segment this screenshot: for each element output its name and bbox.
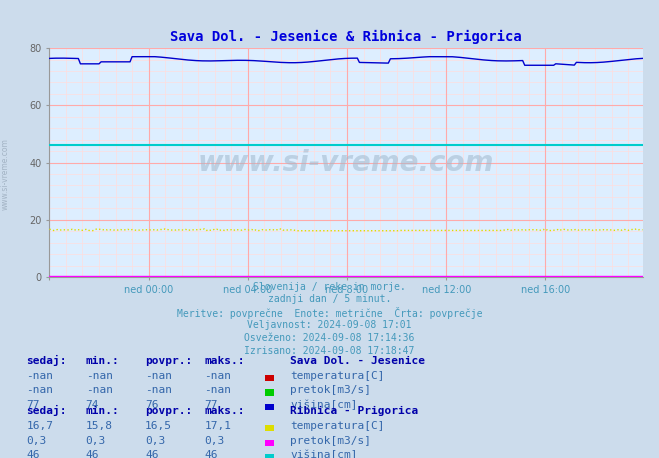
Text: -nan: -nan: [86, 386, 113, 395]
Text: pretok[m3/s]: pretok[m3/s]: [290, 386, 371, 395]
Text: www.si-vreme.com: www.si-vreme.com: [1, 138, 10, 210]
Text: -nan: -nan: [145, 371, 172, 381]
Text: 0,3: 0,3: [145, 436, 165, 446]
Text: 46: 46: [204, 451, 217, 458]
Text: 0,3: 0,3: [26, 436, 47, 446]
Text: višina[cm]: višina[cm]: [290, 400, 357, 410]
Text: sedaj:: sedaj:: [26, 405, 67, 416]
Text: pretok[m3/s]: pretok[m3/s]: [290, 436, 371, 446]
Title: Sava Dol. - Jesenice & Ribnica - Prigorica: Sava Dol. - Jesenice & Ribnica - Prigori…: [170, 30, 522, 44]
Text: Izrisano: 2024-09-08 17:18:47: Izrisano: 2024-09-08 17:18:47: [244, 346, 415, 356]
Text: Slovenija / reke in morje.: Slovenija / reke in morje.: [253, 282, 406, 292]
Text: Meritve: povprečne  Enote: metrične  Črta: povprečje: Meritve: povprečne Enote: metrične Črta:…: [177, 307, 482, 319]
Text: maks.:: maks.:: [204, 356, 244, 366]
Text: www.si-vreme.com: www.si-vreme.com: [198, 148, 494, 177]
Text: Sava Dol. - Jesenice: Sava Dol. - Jesenice: [290, 356, 425, 366]
Text: 0,3: 0,3: [204, 436, 225, 446]
Text: Veljavnost: 2024-09-08 17:01: Veljavnost: 2024-09-08 17:01: [247, 320, 412, 330]
Text: 77: 77: [204, 400, 217, 410]
Text: min.:: min.:: [86, 356, 119, 366]
Text: -nan: -nan: [26, 371, 53, 381]
Text: višina[cm]: višina[cm]: [290, 450, 357, 458]
Text: 46: 46: [145, 451, 158, 458]
Text: zadnji dan / 5 minut.: zadnji dan / 5 minut.: [268, 294, 391, 305]
Text: min.:: min.:: [86, 407, 119, 416]
Text: 16,7: 16,7: [26, 421, 53, 431]
Text: temperatura[C]: temperatura[C]: [290, 371, 384, 381]
Text: -nan: -nan: [86, 371, 113, 381]
Text: povpr.:: povpr.:: [145, 356, 192, 366]
Text: 46: 46: [26, 451, 40, 458]
Text: maks.:: maks.:: [204, 407, 244, 416]
Text: -nan: -nan: [204, 371, 231, 381]
Text: -nan: -nan: [26, 386, 53, 395]
Text: -nan: -nan: [204, 386, 231, 395]
Text: povpr.:: povpr.:: [145, 407, 192, 416]
Text: 15,8: 15,8: [86, 421, 113, 431]
Text: -nan: -nan: [145, 386, 172, 395]
Text: 0,3: 0,3: [86, 436, 106, 446]
Text: sedaj:: sedaj:: [26, 355, 67, 366]
Text: 77: 77: [26, 400, 40, 410]
Text: Osveženo: 2024-09-08 17:14:36: Osveženo: 2024-09-08 17:14:36: [244, 333, 415, 343]
Text: 16,5: 16,5: [145, 421, 172, 431]
Text: 17,1: 17,1: [204, 421, 231, 431]
Text: 46: 46: [86, 451, 99, 458]
Text: Ribnica - Prigorica: Ribnica - Prigorica: [290, 406, 418, 416]
Text: temperatura[C]: temperatura[C]: [290, 421, 384, 431]
Text: 76: 76: [145, 400, 158, 410]
Text: 74: 74: [86, 400, 99, 410]
